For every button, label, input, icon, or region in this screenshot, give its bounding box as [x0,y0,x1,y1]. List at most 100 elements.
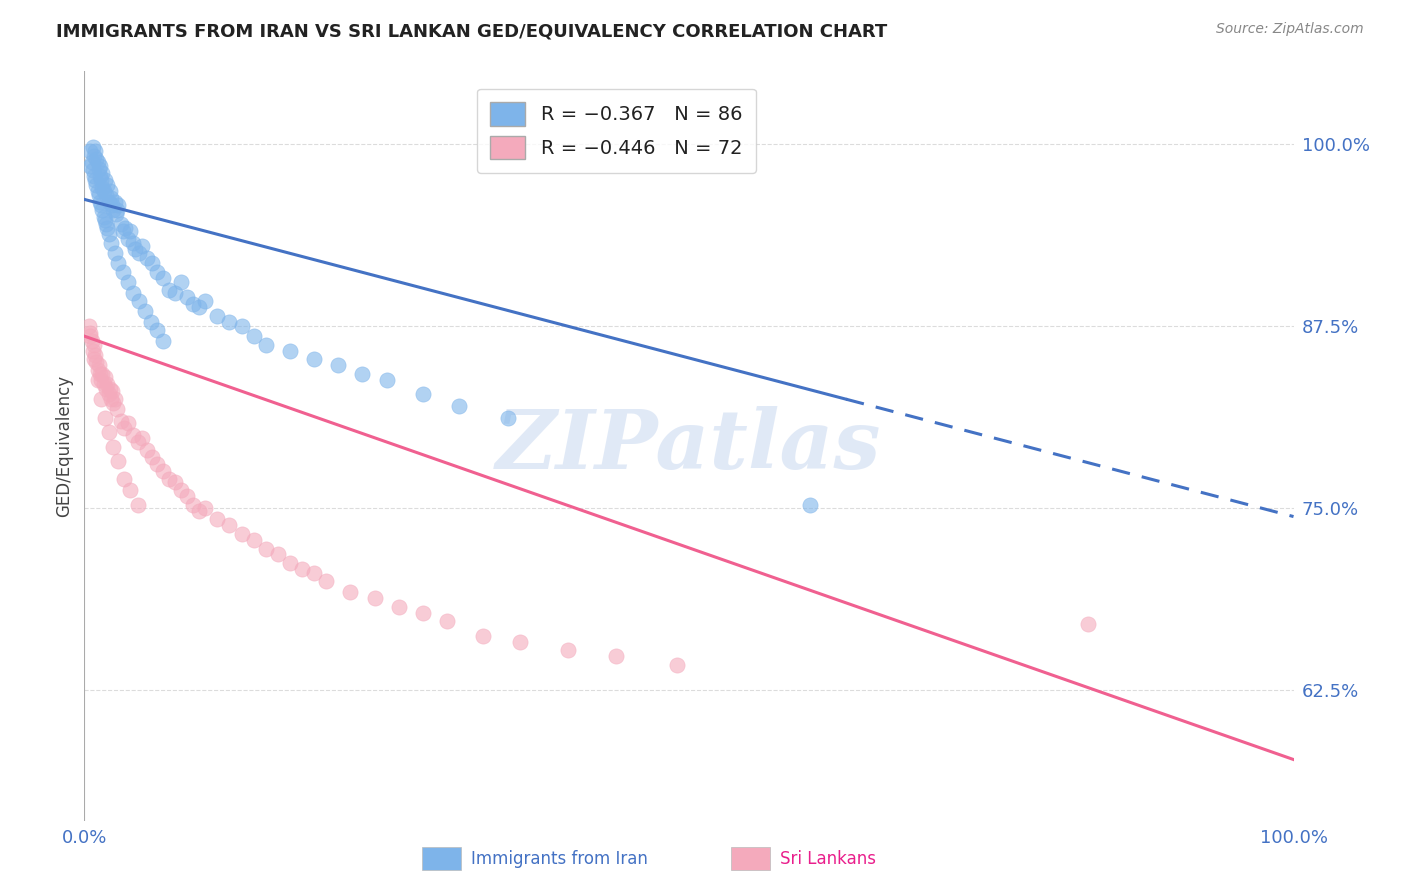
Point [104,392,127,406]
Point [104,195,127,210]
Point [254,541,277,556]
Point [194,500,217,515]
Point [128,246,150,260]
Text: ZIPatlas: ZIPatlas [496,406,882,486]
Point [84,348,107,362]
Point [117,276,139,290]
Point [89,169,111,183]
Point [79,145,101,159]
Point [146,323,169,337]
Point [94,370,117,384]
Text: Source: ZipAtlas.com: Source: ZipAtlas.com [1216,22,1364,37]
Point [436,615,458,629]
Point [104,246,127,260]
Point [267,548,290,562]
Point [352,367,374,381]
Point [170,276,193,290]
Point [107,256,129,270]
Point [82,163,104,178]
Point [94,188,117,202]
Point [91,180,114,194]
Point [181,498,204,512]
Point [146,457,169,471]
Legend: R = −0.367   N = 86, R = −0.446   N = 72: R = −0.367 N = 86, R = −0.446 N = 72 [477,88,756,173]
Point [136,251,159,265]
Point [91,367,114,381]
Point [94,382,117,396]
Point [388,599,411,614]
Point [93,377,115,392]
Point [100,235,122,250]
Point [86,184,108,198]
Point [90,392,112,406]
Point [86,154,108,169]
Point [87,358,110,372]
Point [100,392,122,406]
Point [188,300,211,314]
Point [146,265,169,279]
Point [127,498,149,512]
Point [121,285,143,300]
Text: Immigrants from Iran: Immigrants from Iran [471,850,648,868]
Point [94,410,117,425]
Point [375,373,398,387]
Point [218,315,240,329]
Point [90,198,112,212]
Point [86,355,108,369]
Point [139,315,162,329]
Point [496,410,519,425]
Point [96,221,118,235]
Point [127,435,149,450]
Point [291,562,314,576]
Point [91,202,114,217]
Point [107,198,129,212]
Point [152,271,174,285]
Point [101,384,124,399]
Point [86,362,108,376]
Point [98,184,121,198]
Point [103,202,125,217]
Point [315,574,337,588]
Point [97,227,120,242]
Point [110,413,132,427]
Point [105,202,128,217]
Point [86,152,108,166]
Point [120,224,142,238]
Point [218,518,240,533]
Point [82,140,104,154]
Point [90,373,112,387]
Point [86,373,108,387]
Point [302,566,325,581]
Point [98,382,121,396]
Point [242,533,264,547]
Point [112,472,135,486]
Point [94,217,117,231]
Point [152,334,174,348]
Point [83,352,105,367]
Point [100,191,122,205]
Point [136,442,159,457]
Text: IMMIGRANTS FROM IRAN VS SRI LANKAN GED/EQUIVALENCY CORRELATION CHART: IMMIGRANTS FROM IRAN VS SRI LANKAN GED/E… [56,22,887,40]
Point [117,417,139,431]
Point [188,504,211,518]
Point [84,173,107,187]
Point [84,145,107,159]
Point [799,498,821,512]
Text: Sri Lankans: Sri Lankans [780,850,876,868]
Point [302,352,325,367]
Point [157,283,180,297]
Point [665,657,688,672]
Point [194,294,217,309]
Point [605,649,627,664]
Point [96,178,118,192]
Point [170,483,193,498]
Point [105,401,128,416]
Point [278,556,301,570]
Point [79,159,101,173]
Point [1077,617,1099,632]
Point [112,421,135,435]
Point [80,154,103,169]
Point [112,265,135,279]
Point [104,207,127,221]
Point [278,343,301,358]
